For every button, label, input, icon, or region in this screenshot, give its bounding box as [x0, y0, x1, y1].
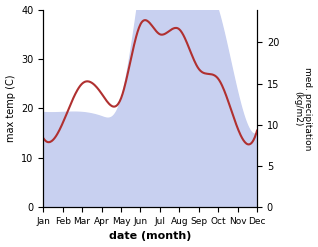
- X-axis label: date (month): date (month): [109, 231, 191, 242]
- Y-axis label: med. precipitation
(kg/m2): med. precipitation (kg/m2): [293, 67, 313, 150]
- Y-axis label: max temp (C): max temp (C): [5, 75, 16, 142]
